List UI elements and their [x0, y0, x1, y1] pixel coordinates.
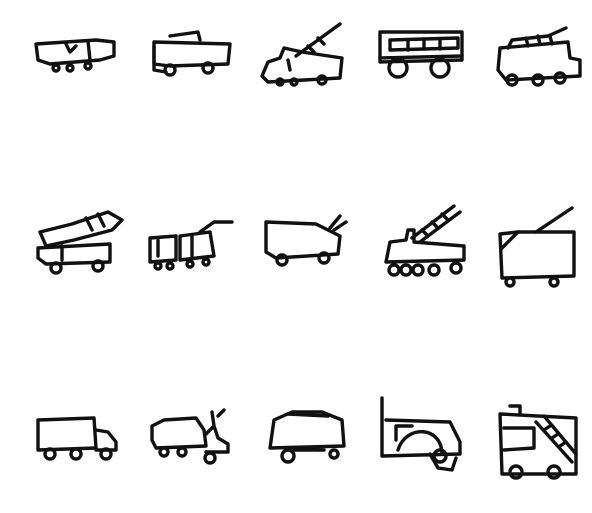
- horn-truck-sketch: [254, 208, 350, 288]
- fire-engine-icon: [496, 26, 582, 87]
- ladder-truck-sketch: [252, 18, 348, 98]
- aerial-ladder-truck-icon: [384, 204, 466, 277]
- fire-engine-sketch: [486, 22, 582, 102]
- bus-icon: [378, 30, 464, 79]
- hose-truck-sketch: [26, 202, 124, 282]
- pump-truck-sketch: [140, 404, 236, 484]
- tow-truck-sketch: [372, 396, 468, 476]
- covered-wagon-sketch: [258, 404, 354, 484]
- bus-sketch: [368, 18, 464, 98]
- tanker-truck-icon: [34, 38, 116, 73]
- two-car-tram-sketch: [140, 212, 236, 292]
- box-truck-icon: [36, 416, 118, 461]
- ladder-truck-icon: [260, 22, 344, 87]
- crane-truck-icon: [498, 206, 576, 288]
- aerial-ladder-truck-sketch: [372, 200, 468, 280]
- framed-fire-truck-icon: [498, 404, 578, 480]
- two-car-tram-icon: [148, 220, 234, 271]
- hose-truck-icon: [36, 210, 124, 275]
- framed-fire-truck-sketch: [490, 400, 586, 480]
- tow-truck-icon: [380, 396, 462, 472]
- pump-truck-icon: [150, 408, 230, 465]
- delivery-truck-icon: [152, 30, 232, 77]
- delivery-truck-sketch: [140, 18, 236, 98]
- box-truck-sketch: [28, 404, 124, 484]
- horn-truck-icon: [264, 214, 348, 267]
- crane-truck-sketch: [488, 204, 584, 288]
- covered-wagon-icon: [268, 410, 346, 464]
- tanker-truck-sketch: [26, 22, 122, 102]
